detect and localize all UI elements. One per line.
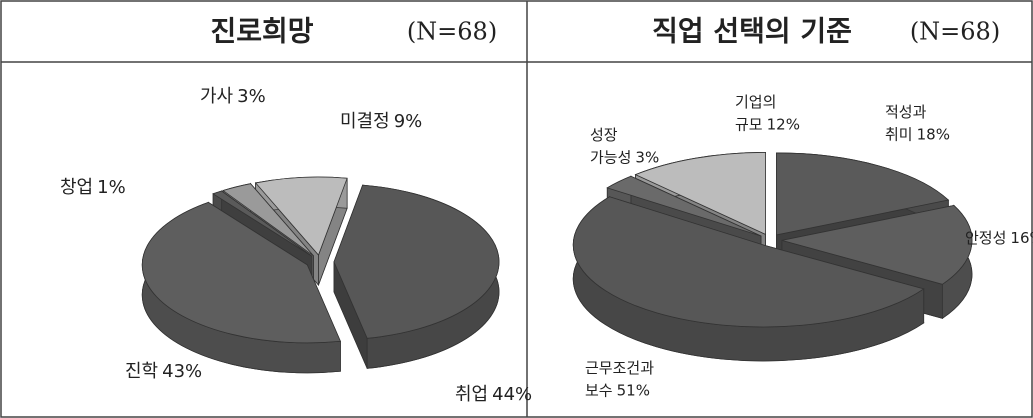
chart-title: 진로희망 — [210, 15, 313, 48]
category-label: 가능성 — [590, 148, 631, 166]
slice-top — [572, 196, 925, 328]
category-label: 취업 — [455, 384, 488, 405]
slice-top — [606, 175, 762, 237]
category-label: 미결정 — [340, 111, 390, 132]
slice-label: 진학 43% — [125, 361, 202, 382]
chart-title: 직업 선택의 기준 — [652, 15, 852, 48]
category-label: 진학 — [125, 361, 158, 382]
category-label: 성장 — [590, 126, 618, 144]
category-label: 취미 — [885, 125, 913, 143]
value-label: 18% — [917, 125, 950, 143]
value-label: 44% — [492, 384, 532, 405]
value-label: 12% — [767, 115, 800, 133]
slice-label: 미결정 9% — [340, 111, 422, 132]
slice-top — [776, 152, 950, 236]
value-label: 43% — [162, 361, 202, 382]
category-label: 근무조건과 — [585, 359, 654, 377]
value-label: 9% — [394, 111, 423, 132]
value-label: 16% — [1010, 229, 1033, 247]
pie-slice — [572, 196, 925, 362]
slice-top — [634, 152, 766, 236]
category-label: 기업의 — [735, 93, 776, 111]
slice-label: 창업 1% — [60, 177, 126, 198]
slice-top — [254, 176, 348, 256]
category-label: 안정성 — [965, 229, 1006, 247]
slice-top — [212, 190, 313, 257]
slice-top — [781, 205, 973, 285]
category-label: 규모 — [735, 115, 763, 133]
slice-label: 가사 3% — [200, 86, 266, 107]
category-label: 보수 — [585, 381, 613, 399]
slice-top — [222, 183, 314, 257]
value-label: 3% — [635, 148, 659, 166]
pie-slice — [333, 184, 500, 369]
category-label: 적성과 — [885, 103, 927, 121]
slice-top — [141, 201, 341, 344]
value-label: 1% — [97, 177, 126, 198]
slice-top — [333, 184, 500, 339]
chart-subtitle: (N=68) — [910, 18, 1000, 46]
slice-label: 취업 44% — [455, 384, 532, 405]
category-label: 창업 — [60, 177, 93, 198]
chart-subtitle: (N=68) — [407, 18, 497, 46]
category-label: 가사 — [200, 86, 234, 107]
pie-slice — [141, 201, 341, 374]
value-label: 51% — [617, 381, 650, 399]
value-label: 3% — [237, 86, 266, 107]
